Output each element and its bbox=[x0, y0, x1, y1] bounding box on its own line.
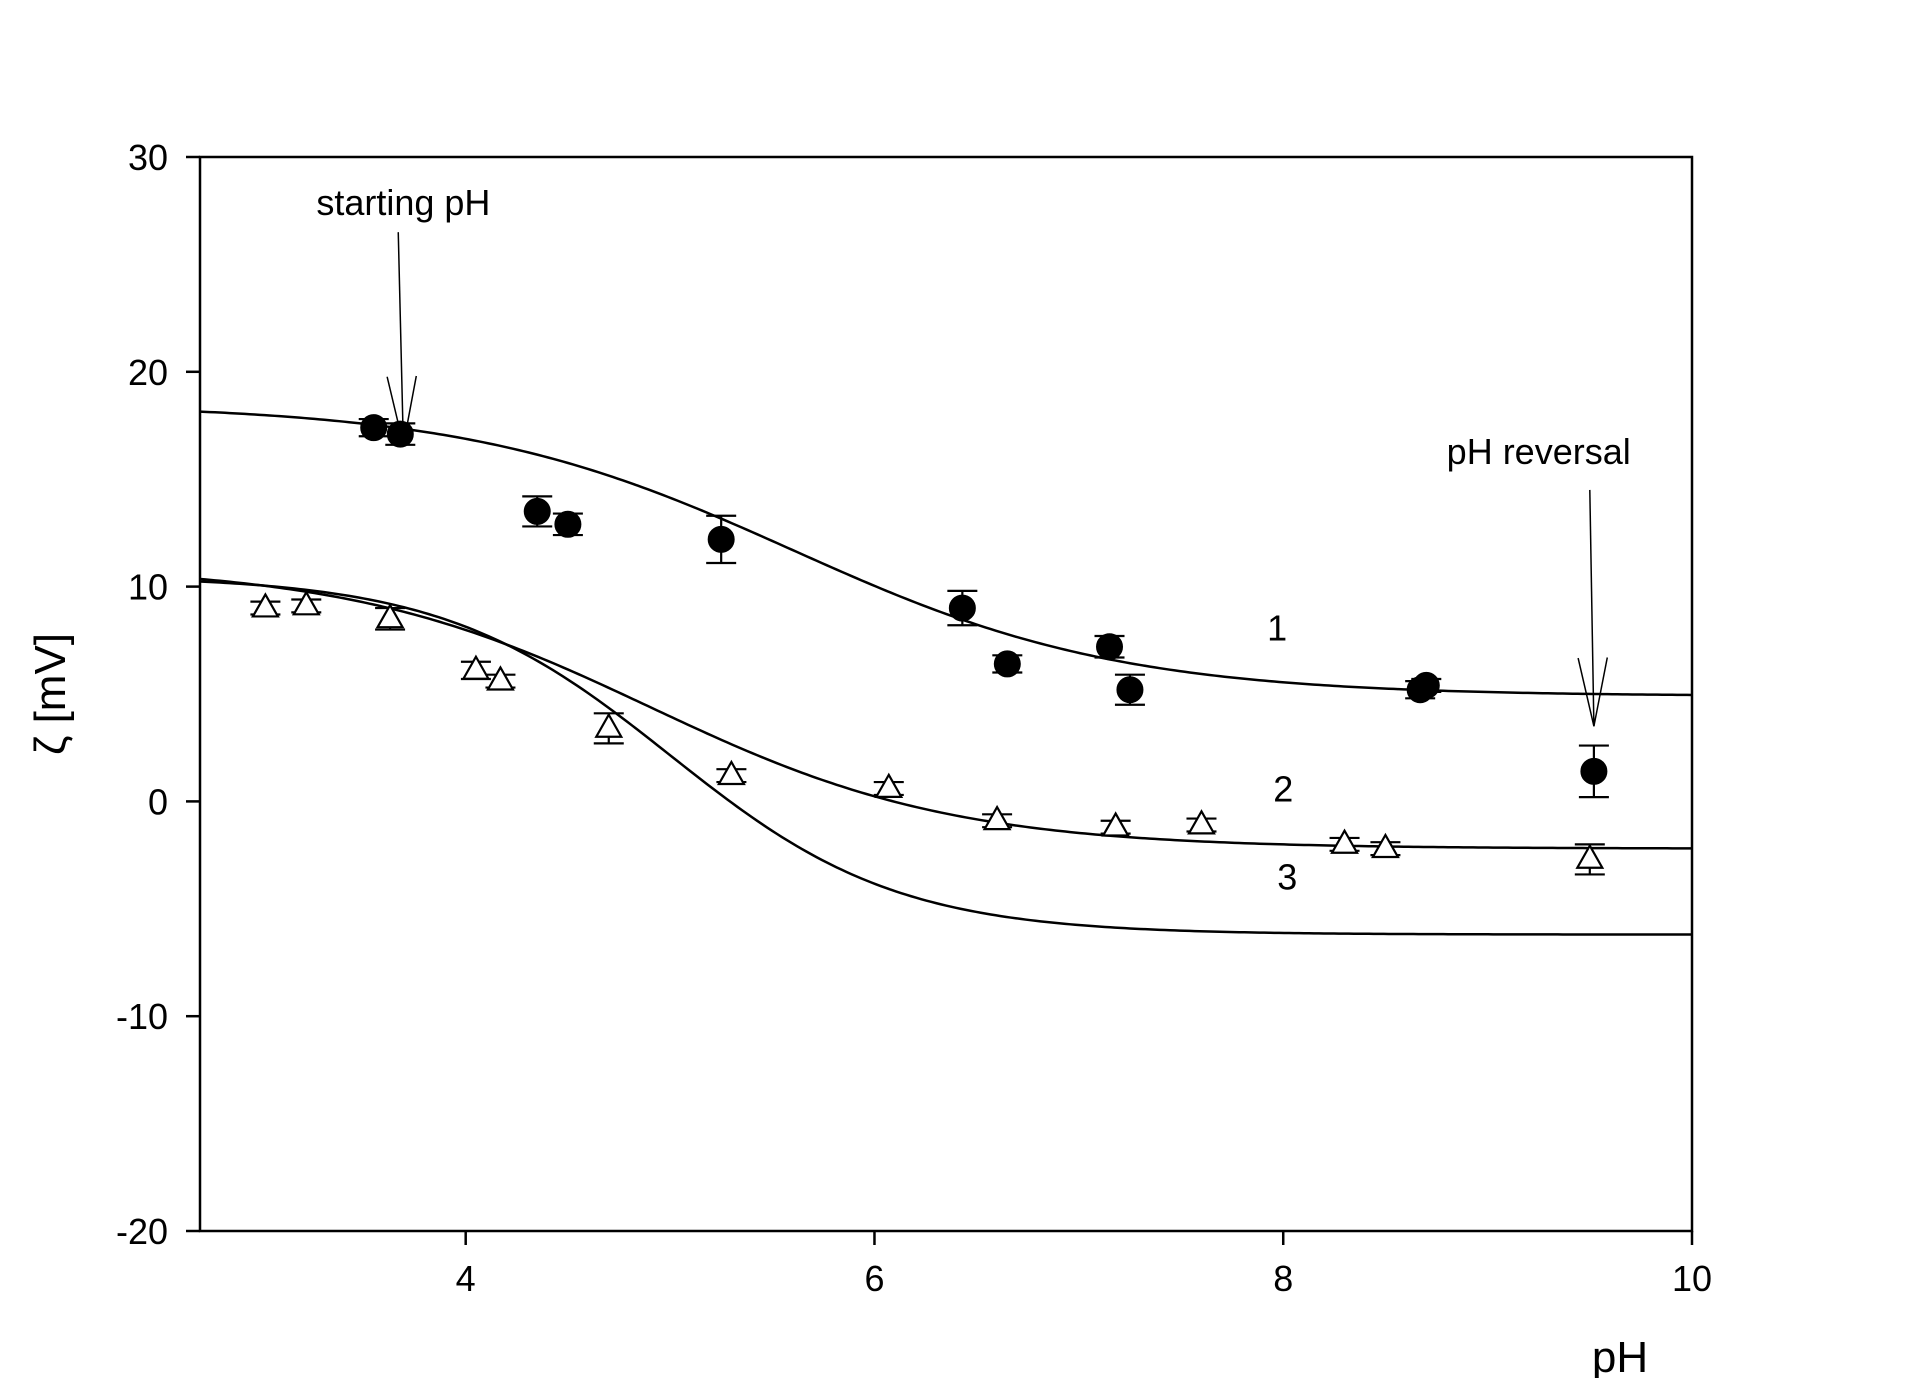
data-point bbox=[1329, 828, 1360, 854]
open-triangle-marker bbox=[982, 804, 1012, 831]
open-triangle-marker bbox=[375, 602, 405, 629]
data-point bbox=[1114, 673, 1145, 706]
data-point bbox=[947, 589, 978, 627]
data-point bbox=[375, 602, 406, 631]
data-point bbox=[522, 495, 553, 528]
data-point bbox=[1100, 811, 1131, 837]
fit-curve-3 bbox=[199, 580, 1692, 936]
filled-circle-marker bbox=[1412, 671, 1440, 699]
x-axis-label: pH bbox=[1592, 1333, 1648, 1378]
x-tick-label: 4 bbox=[456, 1258, 476, 1299]
open-triangle-marker bbox=[1575, 843, 1605, 869]
y-axis-label: ζ [mV] bbox=[26, 633, 75, 755]
annotation-text: starting pH bbox=[316, 182, 490, 223]
open-triangle-marker bbox=[1101, 811, 1131, 837]
annotations: starting pH pH reversal bbox=[316, 182, 1631, 727]
open-triangle-marker bbox=[1187, 809, 1216, 835]
data-point bbox=[485, 665, 516, 691]
data-point bbox=[250, 592, 281, 618]
fit-curves: 1 2 3 bbox=[199, 410, 1693, 936]
data-point bbox=[1574, 843, 1605, 876]
data-point bbox=[593, 712, 624, 745]
filled-circle-marker bbox=[1580, 757, 1608, 785]
filled-circle-marker bbox=[360, 414, 388, 442]
data-point bbox=[706, 514, 737, 565]
open-triangle-marker bbox=[486, 665, 515, 691]
curve-label-1: 1 bbox=[1267, 607, 1287, 648]
open-triangle-marker bbox=[1371, 832, 1400, 859]
data-point bbox=[992, 650, 1023, 678]
filled-circle-marker bbox=[948, 594, 976, 622]
data-point bbox=[1186, 809, 1217, 835]
curve-label-3: 3 bbox=[1277, 856, 1297, 897]
y-tick-label: 10 bbox=[128, 567, 168, 608]
data-point bbox=[552, 510, 583, 538]
axes: 4 6 8 10 30 20 10 0 -10 -20 bbox=[116, 137, 1712, 1299]
filled-circle-marker bbox=[554, 510, 582, 538]
annotation-arrow-head bbox=[402, 375, 418, 445]
data-point bbox=[873, 772, 904, 798]
filled-circle-marker bbox=[1096, 633, 1124, 661]
open-triangle-marker bbox=[1330, 828, 1359, 854]
data-point bbox=[460, 654, 491, 681]
annotation-arrow-head bbox=[1593, 657, 1609, 727]
data-point bbox=[1411, 671, 1442, 699]
y-tick-label: -10 bbox=[116, 996, 168, 1037]
plot-frame bbox=[198, 155, 1694, 1233]
fit-curve-1 bbox=[199, 410, 1693, 697]
curve-label-2: 2 bbox=[1273, 768, 1293, 809]
open-triangle-marker bbox=[874, 772, 904, 798]
open-triangle-marker bbox=[594, 712, 624, 738]
filled-circle-marker bbox=[707, 525, 735, 553]
annotation-arrow-shaft bbox=[1589, 489, 1595, 727]
data-point bbox=[358, 414, 389, 442]
annotation-arrow-head bbox=[386, 376, 405, 446]
data-point bbox=[1370, 832, 1401, 859]
data-point bbox=[291, 590, 322, 616]
annotation-arrow-head bbox=[1577, 657, 1595, 727]
data-point bbox=[1578, 744, 1609, 799]
y-tick-label: -20 bbox=[116, 1211, 168, 1252]
annotation-text: pH reversal bbox=[1447, 431, 1631, 472]
open-triangle-marker bbox=[291, 590, 321, 616]
open-triangle-marker bbox=[461, 654, 491, 680]
filled-circle-marker bbox=[523, 497, 551, 525]
fit-curve-2 bbox=[199, 577, 1693, 850]
filled-circle-marker bbox=[993, 650, 1021, 678]
data-point bbox=[716, 759, 747, 786]
annotation-arrow-shaft bbox=[397, 232, 405, 445]
y-tick-label: 20 bbox=[128, 352, 168, 393]
x-tick-label: 8 bbox=[1273, 1258, 1293, 1299]
open-triangle-marker bbox=[251, 592, 280, 618]
data-points bbox=[250, 414, 1609, 876]
x-tick-label: 6 bbox=[864, 1258, 884, 1299]
data-point bbox=[1094, 633, 1125, 661]
x-tick-label: 10 bbox=[1672, 1258, 1712, 1299]
open-triangle-marker bbox=[717, 759, 746, 786]
data-point bbox=[982, 804, 1013, 831]
y-tick-label: 30 bbox=[128, 137, 168, 178]
filled-circle-marker bbox=[1116, 676, 1144, 704]
y-tick-label: 0 bbox=[148, 781, 168, 822]
